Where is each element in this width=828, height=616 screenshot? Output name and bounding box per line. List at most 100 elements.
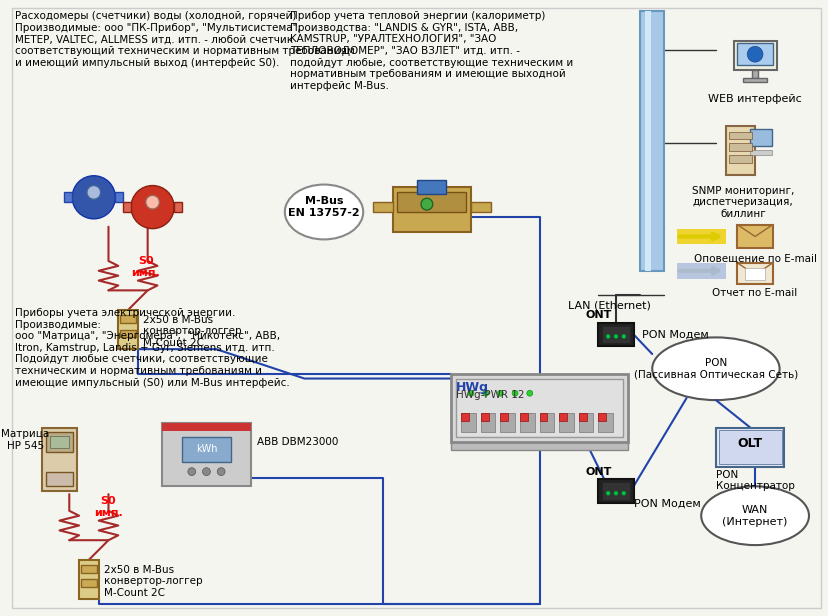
Text: 2х50 в M-Bus
конвертор-логгер
M-Count 2C: 2х50 в M-Bus конвертор-логгер M-Count 2C	[104, 565, 202, 598]
FancyBboxPatch shape	[162, 423, 250, 486]
Text: Прибор учета тепловой энергии (калориметр)
Производства: "LANDIS & GYR", ISTA, A: Прибор учета тепловой энергии (калоримет…	[289, 11, 572, 91]
Text: LAN (Ethernet): LAN (Ethernet)	[567, 300, 650, 310]
Text: Расходомеры (счетчики) воды (холодной, горячей)
Производимые: ооо "ПК-Прибор", ": Расходомеры (счетчики) воды (холодной, г…	[16, 11, 354, 68]
FancyBboxPatch shape	[718, 431, 781, 464]
FancyBboxPatch shape	[724, 126, 754, 175]
Text: Приборы учета электрической энергии.
Производимые:
ооо "Матрица", "Энергомера", : Приборы учета электрической энергии. Про…	[16, 308, 290, 387]
FancyBboxPatch shape	[676, 229, 724, 245]
Circle shape	[512, 391, 518, 396]
Ellipse shape	[700, 486, 808, 545]
FancyBboxPatch shape	[65, 192, 72, 202]
Circle shape	[605, 334, 609, 338]
FancyBboxPatch shape	[373, 202, 392, 212]
Circle shape	[526, 391, 532, 396]
FancyBboxPatch shape	[500, 413, 508, 421]
FancyBboxPatch shape	[578, 413, 593, 432]
Circle shape	[468, 391, 474, 396]
Text: WEB интерфейс: WEB интерфейс	[707, 94, 801, 105]
FancyBboxPatch shape	[46, 432, 73, 452]
Ellipse shape	[652, 338, 778, 400]
Circle shape	[605, 491, 609, 495]
Circle shape	[72, 176, 115, 219]
Circle shape	[188, 468, 195, 476]
FancyBboxPatch shape	[539, 413, 554, 432]
FancyBboxPatch shape	[728, 144, 751, 152]
FancyBboxPatch shape	[115, 192, 123, 202]
FancyBboxPatch shape	[539, 413, 546, 421]
FancyBboxPatch shape	[598, 323, 633, 346]
FancyBboxPatch shape	[749, 150, 771, 155]
Text: SNMP мониторинг,
диспетчеризация,
биллинг: SNMP мониторинг, диспетчеризация, биллин…	[691, 185, 793, 219]
FancyBboxPatch shape	[601, 482, 629, 500]
FancyBboxPatch shape	[460, 413, 469, 421]
FancyBboxPatch shape	[733, 41, 776, 70]
Text: HWg-PWR 12: HWg-PWR 12	[455, 391, 524, 400]
Text: ONT: ONT	[585, 466, 611, 477]
FancyBboxPatch shape	[737, 44, 772, 65]
Circle shape	[621, 334, 625, 338]
Text: 2х50 в M-Bus
конвертор-логгер
M-Count 2C: 2х50 в M-Bus конвертор-логгер M-Count 2C	[142, 315, 241, 348]
Circle shape	[146, 195, 159, 209]
Text: PON Модем: PON Модем	[633, 499, 700, 509]
FancyBboxPatch shape	[120, 330, 136, 338]
FancyBboxPatch shape	[480, 413, 488, 421]
FancyBboxPatch shape	[174, 202, 181, 212]
FancyBboxPatch shape	[81, 580, 97, 587]
FancyBboxPatch shape	[598, 479, 633, 503]
FancyBboxPatch shape	[728, 132, 751, 139]
FancyBboxPatch shape	[81, 565, 97, 572]
FancyBboxPatch shape	[50, 436, 70, 448]
FancyBboxPatch shape	[470, 202, 490, 212]
FancyBboxPatch shape	[728, 155, 751, 163]
Text: S0
имп.: S0 имп.	[131, 256, 160, 278]
FancyBboxPatch shape	[737, 225, 772, 248]
Text: PON Модем: PON Модем	[642, 330, 708, 339]
FancyBboxPatch shape	[744, 268, 764, 280]
Text: M-Bus
EN 13757-2: M-Bus EN 13757-2	[288, 197, 359, 218]
FancyBboxPatch shape	[480, 413, 495, 432]
FancyBboxPatch shape	[751, 70, 757, 78]
Text: Отчет по E-mail: Отчет по E-mail	[711, 288, 797, 298]
FancyBboxPatch shape	[41, 428, 77, 491]
Circle shape	[746, 46, 762, 62]
FancyBboxPatch shape	[416, 180, 446, 195]
Text: Оповещение по E-mail: Оповещение по E-mail	[693, 253, 816, 263]
FancyBboxPatch shape	[578, 413, 586, 421]
Ellipse shape	[285, 185, 363, 240]
Circle shape	[621, 491, 625, 495]
Text: WAN
(Интернет): WAN (Интернет)	[721, 505, 787, 527]
FancyBboxPatch shape	[397, 192, 465, 212]
FancyBboxPatch shape	[500, 413, 514, 432]
FancyBboxPatch shape	[162, 429, 250, 431]
Circle shape	[482, 391, 488, 396]
FancyBboxPatch shape	[118, 310, 137, 349]
FancyBboxPatch shape	[123, 202, 131, 212]
Circle shape	[497, 391, 503, 396]
FancyBboxPatch shape	[749, 129, 771, 147]
FancyBboxPatch shape	[640, 11, 663, 271]
Circle shape	[421, 198, 432, 210]
Circle shape	[217, 468, 224, 476]
Text: Матрица
НР 545: Матрица НР 545	[1, 429, 49, 451]
FancyBboxPatch shape	[598, 413, 612, 432]
Text: S0
имп.: S0 имп.	[94, 496, 123, 517]
FancyBboxPatch shape	[46, 472, 73, 486]
FancyBboxPatch shape	[181, 437, 231, 462]
FancyBboxPatch shape	[519, 413, 527, 421]
Text: ABB DBM23000: ABB DBM23000	[257, 437, 339, 447]
Circle shape	[202, 468, 210, 476]
FancyBboxPatch shape	[120, 315, 136, 323]
Circle shape	[87, 185, 100, 199]
FancyBboxPatch shape	[598, 413, 605, 421]
FancyBboxPatch shape	[460, 413, 475, 432]
FancyBboxPatch shape	[676, 263, 724, 278]
FancyBboxPatch shape	[450, 374, 627, 442]
Text: PON
(Пассивная Оптическая Сеть): PON (Пассивная Оптическая Сеть)	[633, 358, 797, 379]
FancyBboxPatch shape	[601, 326, 629, 343]
FancyBboxPatch shape	[737, 263, 772, 285]
FancyBboxPatch shape	[715, 428, 783, 467]
FancyBboxPatch shape	[455, 379, 622, 437]
FancyBboxPatch shape	[392, 187, 470, 232]
FancyBboxPatch shape	[519, 413, 534, 432]
FancyBboxPatch shape	[558, 413, 573, 432]
